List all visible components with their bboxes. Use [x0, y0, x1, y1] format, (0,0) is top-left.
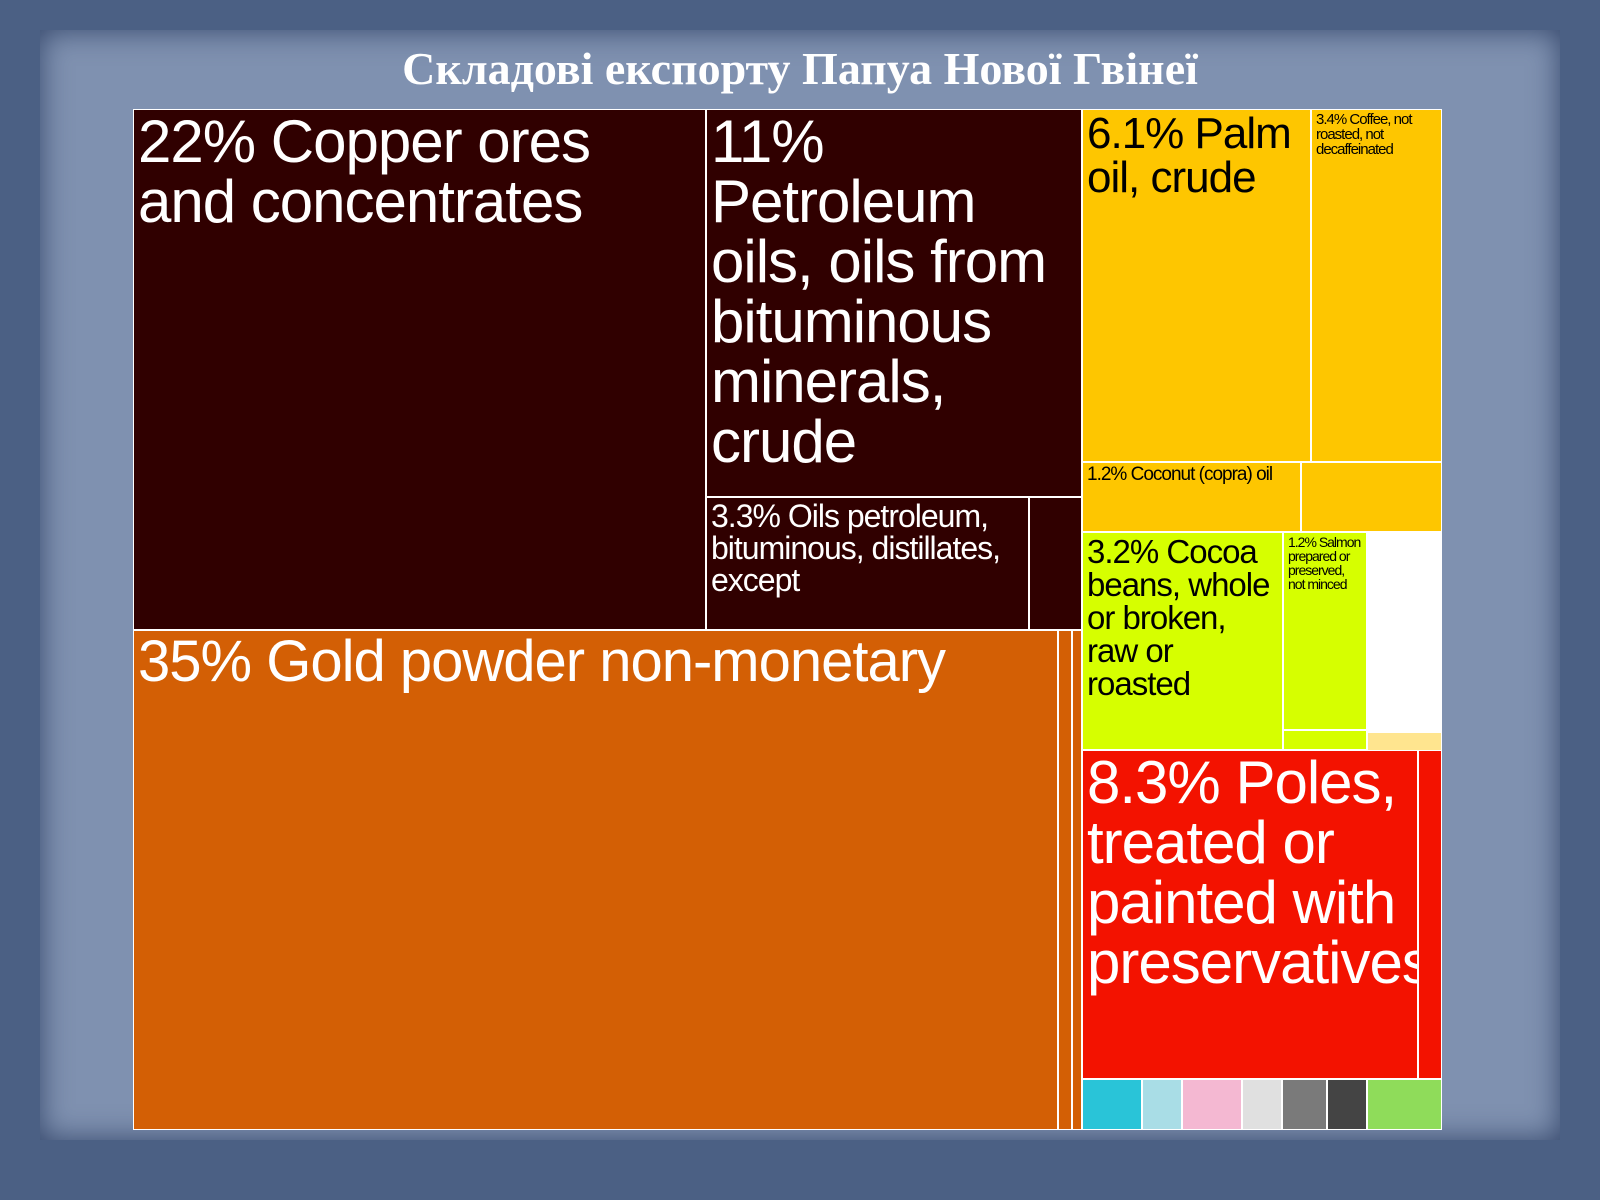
value-label: 1.2%: [1288, 534, 1317, 550]
value-label: 35%: [138, 630, 252, 694]
minor-cell: [1029, 497, 1082, 630]
treemap-cell: 1.2% Coconut (copra) oil: [1082, 462, 1301, 532]
minor-cell: [1282, 1079, 1327, 1130]
minor-cell: [1082, 1079, 1142, 1130]
treemap-cell: 6.1% Palm oil, crude: [1082, 109, 1311, 462]
value-label: 3.4%: [1316, 111, 1347, 128]
treemap-cell: 8.3% Poles, treated or painted with pres…: [1082, 750, 1418, 1079]
minor-cell: [1283, 730, 1367, 750]
cell-label: Coffee, not roasted, not decaffeinated: [1316, 111, 1412, 158]
cell-label: Palm oil, crude: [1087, 109, 1292, 202]
value-label: 22%: [138, 109, 256, 175]
minor-cell: [1301, 462, 1442, 532]
minor-cell: [1418, 750, 1442, 1079]
value-label: 6.1%: [1087, 109, 1184, 158]
minor-cell: [1242, 1079, 1282, 1130]
cell-label: Cocoa beans, whole or broken, raw or roa…: [1087, 533, 1270, 702]
cell-label: Salmon prepared or preserved, not minced: [1288, 534, 1361, 592]
minor-cell: [1182, 1079, 1242, 1130]
cell-label: Copper ores and concentrates: [138, 109, 591, 235]
cell-label: Poles, treated or painted with preservat…: [1087, 750, 1418, 996]
treemap: 22% Copper ores and concentrates 11% Petr…: [133, 109, 1442, 1130]
value-label: 11%: [711, 109, 825, 175]
cell-label: Gold powder non-monetary: [266, 630, 946, 694]
minor-cell: [1367, 1079, 1442, 1130]
treemap-cell: 1.2% Salmon prepared or preserved, not m…: [1283, 532, 1367, 730]
treemap-cell: 3.3% Oils petroleum, bituminous, distill…: [706, 497, 1029, 630]
treemap-cell: 3.4% Coffee, not roasted, not decaffeina…: [1311, 109, 1442, 462]
minor-cell: [1058, 630, 1072, 1130]
chart-title: Складові експорту Папуа Нової Гвінеї: [402, 43, 1198, 94]
treemap-cell: 22% Copper ores and concentrates: [133, 109, 706, 630]
value-label: 3.2%: [1087, 533, 1159, 570]
treemap-cell: 35% Gold powder non-monetary: [133, 630, 1058, 1130]
cell-label: Coconut (copra) oil: [1130, 464, 1274, 485]
minor-cell: [1072, 630, 1082, 1130]
minor-cell: [1327, 1079, 1367, 1130]
minor-cell: [1142, 1079, 1182, 1130]
cell-label: Petroleum oils, oils from bituminous min…: [711, 168, 1047, 475]
treemap-cell: 11% Petroleum oils, oils from bituminous…: [706, 109, 1082, 497]
value-label: 3.3%: [711, 498, 781, 534]
value-label: 8.3%: [1087, 750, 1221, 816]
treemap-cell: 3.2% Cocoa beans, whole or broken, raw o…: [1082, 532, 1283, 750]
value-label: 1.2%: [1087, 464, 1127, 485]
cell-label: Oils petroleum, bituminous, distillates,…: [711, 498, 1001, 598]
